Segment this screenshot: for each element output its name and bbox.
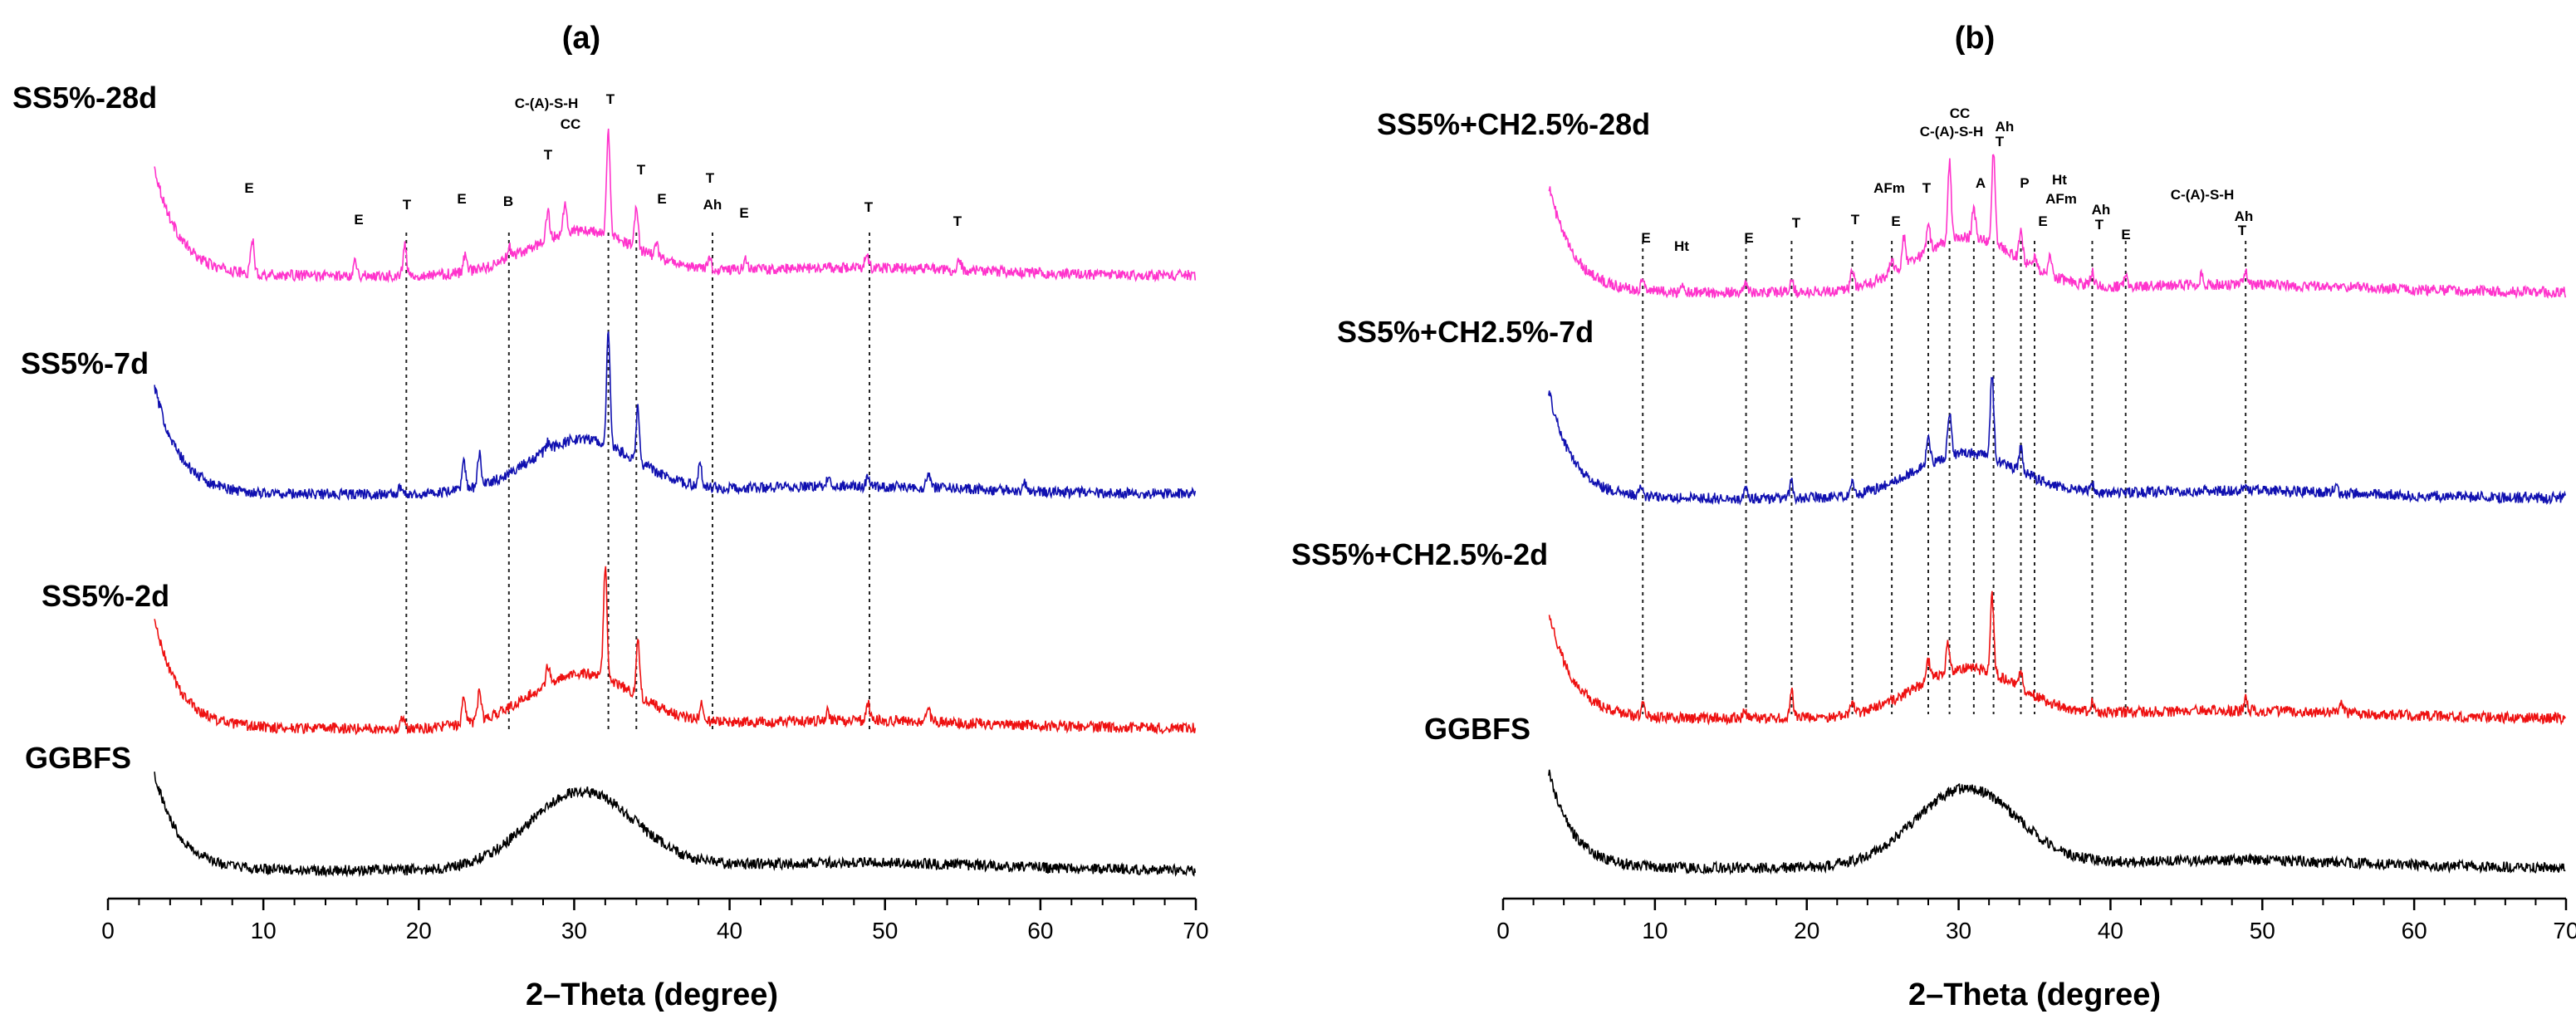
panel-b-peak-label: C-(A)-S-H — [1920, 124, 1983, 140]
panel-a-peak-label: E — [354, 212, 363, 228]
panel-b-title: (b) — [1955, 21, 1996, 56]
panel-b-peak-label: Ah — [2092, 202, 2111, 218]
panel-b-peak-label: CC — [1950, 105, 1971, 121]
panel-b-tick-label: 20 — [1794, 918, 1819, 943]
panel-b-series-line — [1548, 769, 2566, 875]
panel-b-peak-label: T — [2095, 217, 2104, 233]
panel-b-peak-label: Ah — [1996, 119, 2015, 135]
panel-b-peak-label: T — [1851, 212, 1860, 228]
panel-a-peak-label: T — [403, 197, 412, 213]
panel-a-peak-label: E — [657, 191, 666, 207]
panel-a-label-28d: SS5%-28d — [12, 81, 157, 115]
panel-a-tick-label: 20 — [406, 918, 432, 943]
panel-b-label-ggbfs: GGBFS — [1424, 712, 1530, 746]
panel-a-x-axis-title: 2–Theta (degree) — [526, 977, 778, 1012]
panel-b-peak-label: Ht — [2052, 172, 2067, 188]
panel-b-peak-label: AFm — [2045, 191, 2077, 207]
panel-b-label-2d: SS5%+CH2.5%-2d — [1291, 537, 1548, 571]
panel-b-peak-label: T — [1922, 180, 1932, 196]
panel-a-tick-label: 0 — [101, 918, 115, 943]
panel-a-peak-label: C-(A)-S-H — [515, 96, 578, 111]
panel-a-title: (a) — [562, 21, 600, 56]
panel-a-peak-label: E — [739, 205, 748, 221]
panel-b-peak-label: P — [2020, 175, 2029, 191]
panel-b-peak-label: T — [1996, 134, 2005, 149]
panel-b-tick-label: 10 — [1642, 918, 1668, 943]
panel-b-peak-label: C-(A)-S-H — [2171, 187, 2234, 203]
panel-b-peak-label: E — [2121, 227, 2130, 243]
panel-a-peak-label: T — [544, 147, 553, 163]
panel-b-tick-label: 50 — [2250, 918, 2275, 943]
panel-b-tick-label: 30 — [1946, 918, 1971, 943]
panel-b-peak-label: E — [2038, 213, 2047, 229]
panel-b-peak-label: T — [1792, 215, 1801, 231]
panel-b-tick-label: 0 — [1496, 918, 1510, 943]
panel-b-tick-label: 60 — [2402, 918, 2427, 943]
panel-b-series-labels: SS5%+CH2.5%-28d SS5%+CH2.5%-7d SS5%+CH2.… — [1291, 107, 1650, 746]
panel-a-label-7d: SS5%-7d — [21, 346, 149, 380]
panel-a-tick-label: 40 — [717, 918, 742, 943]
panel-a-peak-label: T — [637, 162, 646, 178]
panel-b-peak-label: E — [1641, 230, 1650, 246]
panel-b-label-28d: SS5%+CH2.5%-28d — [1377, 107, 1650, 141]
panel-b-x-axis-title: 2–Theta (degree) — [1908, 977, 2161, 1012]
panel-b-peak-label: AFm — [1873, 180, 1905, 196]
panel-a-peak-label: T — [706, 170, 715, 186]
panel-b-peak-label: T — [2238, 223, 2247, 238]
panel-a-tick-label: 30 — [561, 918, 587, 943]
panel-a-peak-label: T — [953, 213, 962, 229]
panel-b-peak-label: Ht — [1674, 238, 1689, 254]
panel-a-tick-label: 10 — [251, 918, 277, 943]
panel-a-peak-label: T — [864, 199, 874, 215]
panel-b-tick-label: 40 — [2098, 918, 2123, 943]
panel-a-series-line — [154, 566, 1197, 736]
panel-b-peak-label: E — [1744, 230, 1753, 246]
panel-a-tick-label: 50 — [872, 918, 898, 943]
panel-a-peak-label: E — [457, 191, 466, 207]
panel-b-series-group — [1548, 154, 2567, 875]
panel-a-peak-label: Ah — [703, 197, 722, 213]
panel-b-series-line — [1548, 590, 2566, 726]
panel-b-peak-label: E — [1891, 213, 1900, 229]
panel-a-x-ticks: 0 10 20 30 40 50 60 70 — [101, 899, 1209, 943]
panel-a-tick-label: 70 — [1183, 918, 1208, 943]
panel-a-peak-label: T — [606, 91, 615, 107]
panel-b-tick-label: 70 — [2553, 918, 2576, 943]
panel-a-tick-label: 60 — [1027, 918, 1053, 943]
panel-a-peak-label: B — [503, 194, 513, 209]
panel-b-series-line — [1548, 375, 2567, 507]
panel-b-series-line — [1548, 154, 2567, 300]
panel-a-label-2d: SS5%-2d — [42, 579, 169, 613]
panel-b-x-ticks: 0 10 20 30 40 50 60 70 — [1496, 899, 2576, 943]
panel-a-series-line — [154, 331, 1197, 502]
panel-a-series-line — [154, 128, 1197, 283]
panel-a-peak-label: CC — [561, 116, 581, 132]
panel-b-peak-label: A — [1976, 175, 1986, 191]
panel-b-label-7d: SS5%+CH2.5%-7d — [1337, 315, 1594, 349]
panel-a-series-line — [154, 772, 1197, 878]
panel-b-peak-label: Ah — [2235, 208, 2254, 224]
panel-a-series-labels: SS5%-28d SS5%-7d SS5%-2d GGBFS — [12, 81, 169, 775]
panel-a-label-ggbfs: GGBFS — [25, 741, 131, 775]
panel-a-peak-label: E — [244, 180, 253, 196]
panel-a-series-group — [154, 128, 1197, 878]
